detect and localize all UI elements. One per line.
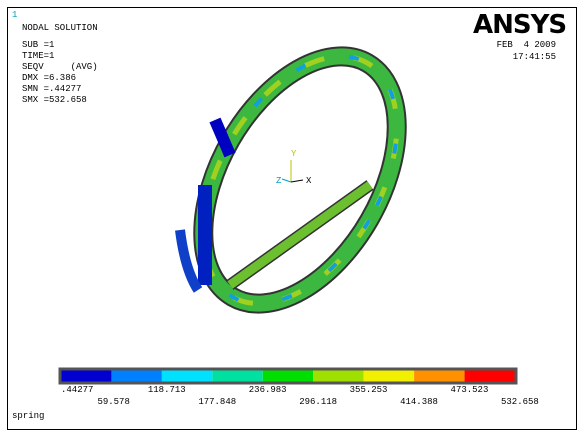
triad-z-label: Z <box>276 176 282 186</box>
logo: ANSYS <box>473 10 566 40</box>
header-line: SMN =.44277 <box>22 84 81 94</box>
frame <box>7 7 577 430</box>
date: FEB 4 2009 <box>497 40 556 50</box>
colorbar-label: 59.578 <box>97 397 129 407</box>
triad-x-axis <box>290 179 304 183</box>
colorbar-segment <box>212 370 263 382</box>
triad-x-label: X <box>306 176 312 186</box>
triad-y-label: Y <box>291 149 297 159</box>
colorbar-label: 532.658 <box>501 397 539 407</box>
colorbar-label: 118.713 <box>148 385 186 395</box>
time: 17:41:55 <box>513 52 556 62</box>
header-line: SMX =532.658 <box>22 95 87 105</box>
triad-z-axis <box>281 178 292 183</box>
colorbar-segment <box>414 370 465 382</box>
colorbar-label: 355.253 <box>350 385 388 395</box>
colorbar-segment <box>464 370 515 382</box>
colorbar-label: 177.848 <box>198 397 236 407</box>
header-line: SUB =1 <box>22 40 54 50</box>
header-line: DMX =6.386 <box>22 73 76 83</box>
colorbar-segment <box>161 370 213 382</box>
model <box>175 46 407 314</box>
colorbar-label: 296.118 <box>299 397 337 407</box>
window-number: 1 <box>12 10 17 20</box>
triad: Y Z X <box>276 149 312 186</box>
colorbar-label: 473.523 <box>451 385 489 395</box>
footer: spring <box>12 411 44 421</box>
colorbar-segment <box>363 370 415 382</box>
header-line: SEQV (AVG) <box>22 62 98 72</box>
colorbar-segment <box>61 370 112 382</box>
colorbar-label: .44277 <box>61 385 93 395</box>
colorbar-label: 414.388 <box>400 397 438 407</box>
colorbar-segment <box>262 370 314 382</box>
header-line: TIME=1 <box>22 51 54 61</box>
colorbar-segment <box>111 370 162 382</box>
colorbar-label: 236.983 <box>249 385 287 395</box>
colorbar-frame <box>58 367 518 385</box>
colorbar-segment <box>313 370 364 382</box>
header-line: NODAL SOLUTION <box>22 23 98 33</box>
